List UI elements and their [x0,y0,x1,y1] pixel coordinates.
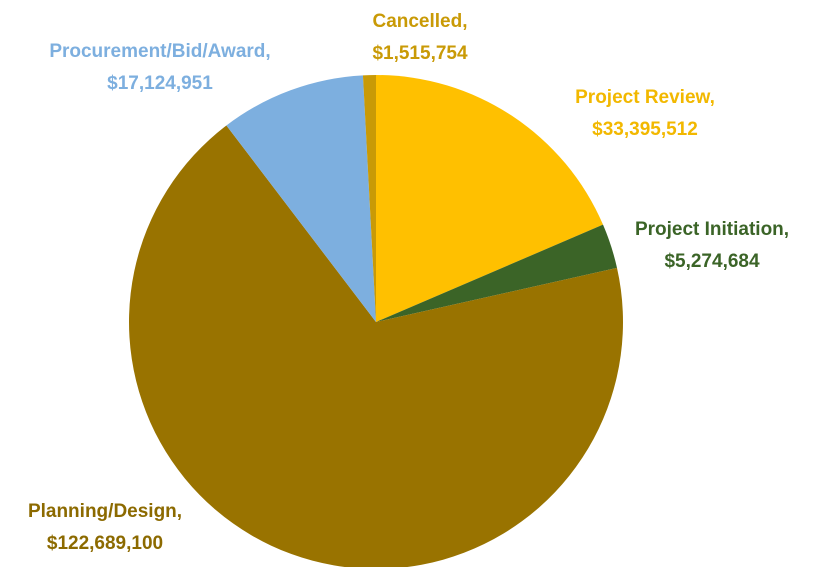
pie-slice [362,75,376,322]
pie-slice [129,125,623,567]
pie-slice [376,75,604,322]
slice-category-label: Project Review, [575,87,715,108]
slice-category-label: Procurement/Bid/Award, [49,41,270,62]
pie-slice [226,75,376,323]
slice-category-label: Project Initiation, [635,219,789,240]
slice-category-label: Planning/Design, [28,501,182,522]
pie-slice [376,224,617,322]
slice-category-label: Cancelled, [372,11,467,32]
slice-value-label: $1,515,754 [372,43,468,64]
slice-value-label: $122,689,100 [47,533,163,554]
slice-value-label: $33,395,512 [592,119,698,140]
slice-value-label: $17,124,951 [107,73,213,94]
slice-value-label: $5,274,684 [664,251,760,272]
